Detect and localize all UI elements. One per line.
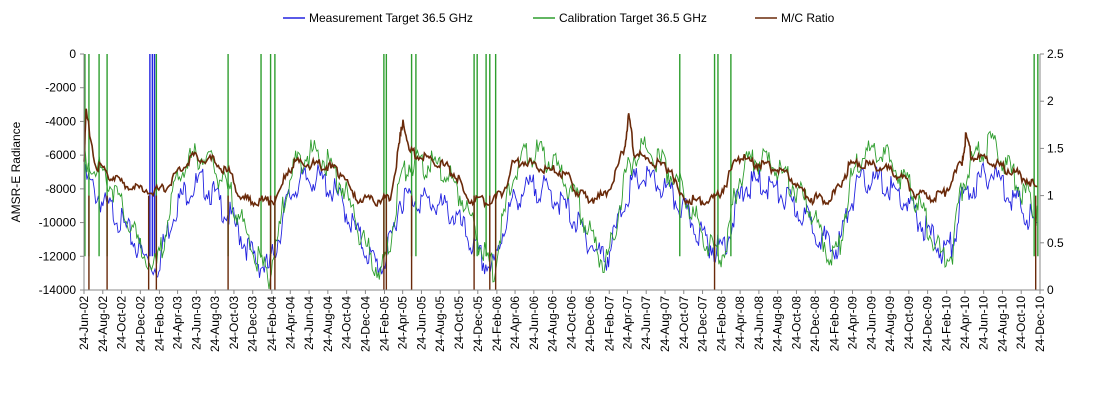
y-tick-label: -12000 xyxy=(39,249,77,263)
series-layer xyxy=(83,54,1039,290)
y-tick-label: -4000 xyxy=(45,114,76,128)
y2-tick-label: 2 xyxy=(1047,94,1054,108)
x-tick-label: 24-Apr-06 xyxy=(508,296,522,350)
y-tick-labels-left: 0 -2000 -4000 -6000 -8000 -10000 -12000 -14000 xyxy=(39,47,84,297)
y2-tick-label: 1 xyxy=(1047,189,1054,203)
x-tick-label: 24-Dec-02 xyxy=(133,296,147,352)
x-tick-label: 24-Jun-05 xyxy=(414,296,428,350)
x-tick-label: 24-Aug-09 xyxy=(883,296,897,352)
y-axis-title: AMSR-E Radiance xyxy=(9,121,23,222)
legend-label: Measurement Target 36.5 GHz xyxy=(309,11,473,25)
x-tick-label: 24-Apr-08 xyxy=(733,296,747,350)
series-line-1 xyxy=(83,130,1038,290)
y2-tick-label: 0 xyxy=(1047,283,1054,297)
legend-label: Calibration Target 36.5 GHz xyxy=(559,11,707,25)
x-tick-label: 24-Aug-06 xyxy=(546,296,560,352)
x-tick-label: 24-Dec-06 xyxy=(583,296,597,352)
x-tick-label: 24-Feb-03 xyxy=(152,296,166,352)
y-tick-label: -10000 xyxy=(39,216,77,230)
x-tick-label: 24-Aug-05 xyxy=(433,296,447,352)
x-tick-label: 24-Apr-03 xyxy=(171,296,185,350)
x-tick-label: 24-Apr-05 xyxy=(396,296,410,350)
y-tick-label: -14000 xyxy=(39,283,77,297)
y-tick-label: -6000 xyxy=(45,148,76,162)
x-tick-label: 24-Apr-09 xyxy=(845,296,859,350)
x-tick-label: 24-Oct-05 xyxy=(452,296,466,350)
x-tick-label: 24-Dec-07 xyxy=(696,296,710,352)
x-tick-label: 24-Feb-09 xyxy=(827,296,841,352)
y-tick-label: -2000 xyxy=(45,81,76,95)
y2-tick-label: 0.5 xyxy=(1047,236,1064,250)
x-tick-label: 24-Feb-08 xyxy=(715,296,729,352)
y-tick-labels-right: 2.5 2 1.5 1 0.5 0 xyxy=(1040,47,1064,297)
y-tick-label: 0 xyxy=(69,47,76,61)
x-tick-label: 24-Jun-10 xyxy=(977,296,991,350)
x-tick-label: 24-Apr-07 xyxy=(620,296,634,350)
x-tick-label: 24-Feb-06 xyxy=(490,296,504,352)
x-tick-label: 24-Aug-07 xyxy=(658,296,672,352)
x-tick-label: 24-Jun-08 xyxy=(752,296,766,350)
x-tick-label: 24-Aug-04 xyxy=(321,296,335,352)
x-tick-label: 24-Dec-08 xyxy=(808,296,822,352)
x-tick-label: 24-Apr-04 xyxy=(283,296,297,350)
x-tick-label: 24-Dec-04 xyxy=(358,296,372,352)
x-tick-label: 24-Oct-06 xyxy=(564,296,578,350)
x-tick-label: 24-Aug-03 xyxy=(208,296,222,352)
x-tick-labels: 24-Jun-02 24-Aug-02 24-Oct-02 24-Dec-02 24-F… xyxy=(77,290,1047,352)
x-tick-label: 24-Oct-07 xyxy=(677,296,691,350)
x-tick-label: 24-Oct-09 xyxy=(902,296,916,350)
y2-tick-label: 1.5 xyxy=(1047,141,1064,155)
x-tick-label: 24-Dec-09 xyxy=(921,296,935,352)
x-tick-label: 24-Apr-10 xyxy=(958,296,972,350)
x-tick-label: 24-Jun-03 xyxy=(189,296,203,350)
legend-label: M/C Ratio xyxy=(781,11,835,25)
legend: Measurement Target 36.5 GHz Calibration T… xyxy=(283,11,835,25)
y-tick-label: -8000 xyxy=(45,182,76,196)
x-tick-label: 24-Feb-07 xyxy=(602,296,616,352)
x-tick-label: 24-Aug-10 xyxy=(995,296,1009,352)
x-tick-label: 24-Dec-10 xyxy=(1033,296,1047,352)
x-tick-label: 24-Jun-06 xyxy=(527,296,541,350)
x-tick-label: 24-Aug-02 xyxy=(96,296,110,352)
x-tick-label: 24-Jun-09 xyxy=(864,296,878,350)
x-tick-label: 24-Feb-04 xyxy=(265,296,279,352)
x-tick-label: 24-Oct-10 xyxy=(1014,296,1028,350)
x-tick-label: 24-Jun-04 xyxy=(302,296,316,350)
x-tick-label: 24-Oct-08 xyxy=(789,296,803,350)
x-tick-label: 24-Oct-03 xyxy=(227,296,241,350)
x-tick-label: 24-Dec-05 xyxy=(471,296,485,352)
axes-layer xyxy=(83,54,1041,291)
x-tick-label: 24-Feb-10 xyxy=(940,296,954,352)
x-tick-label: 24-Dec-03 xyxy=(246,296,260,352)
x-tick-label: 24-Aug-08 xyxy=(771,296,785,352)
x-tick-label: 24-Oct-02 xyxy=(115,296,129,350)
x-tick-label: 24-Feb-05 xyxy=(378,296,392,352)
series-line-2 xyxy=(83,108,1038,209)
y2-tick-label: 2.5 xyxy=(1047,47,1064,61)
x-tick-label: 24-Jun-02 xyxy=(77,296,91,350)
x-tick-label: 24-Oct-04 xyxy=(340,296,354,350)
x-tick-label: 24-Jun-07 xyxy=(639,296,653,350)
series-line-0 xyxy=(83,161,1038,278)
